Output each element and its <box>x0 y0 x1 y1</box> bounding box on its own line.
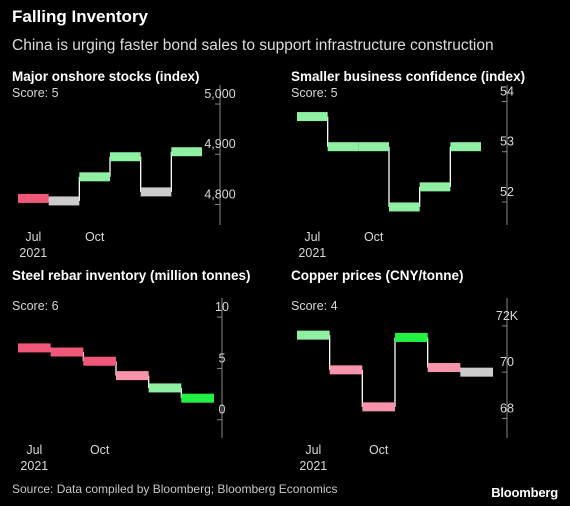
panel-copper-prices: Copper prices (CNY/tonne) Score: 4 72K 70… <box>291 268 561 474</box>
y-tick-label: 10 <box>215 300 229 314</box>
y-tick-label: 5,000 <box>204 87 235 101</box>
step-bar <box>181 393 214 403</box>
step-bar <box>362 402 395 412</box>
step-bar <box>83 356 116 366</box>
x-tick-sublabel: 2021 <box>19 246 47 260</box>
step-bar <box>358 142 389 152</box>
y-tick-label: 54 <box>500 85 514 99</box>
y-tick-label: 72K <box>496 309 519 323</box>
chart-title: Falling Inventory <box>12 7 149 26</box>
x-tick-label: Jul <box>304 230 320 244</box>
step-bar <box>329 365 363 375</box>
x-tick-label: Jul <box>305 443 321 457</box>
step-bar <box>460 367 493 377</box>
step-bar <box>450 142 481 152</box>
panel-score: Score: 6 <box>12 299 59 313</box>
step-bar <box>18 193 49 203</box>
panel-title: Smaller business confidence (index) <box>291 69 526 84</box>
panel-title: Steel rebar inventory (million tonnes) <box>12 268 251 283</box>
source-note: Source: Data compiled by Bloomberg; Bloo… <box>12 482 338 496</box>
x-tick-sublabel: 2021 <box>298 246 326 260</box>
panel-score: Score: 5 <box>12 86 59 100</box>
step-bar <box>297 330 330 340</box>
step-bar <box>419 182 451 192</box>
panel-plot: 5,000 4,900 4,800 Jul 2021 Oct <box>18 85 236 260</box>
x-tick-sublabel: 2021 <box>20 459 48 473</box>
step-bar <box>389 202 420 212</box>
y-tick-label: 0 <box>219 403 226 417</box>
panel-score: Score: 4 <box>291 299 338 313</box>
y-tick-label: 4,800 <box>204 187 235 201</box>
panel-plot: 54 53 52 Jul 2021 Oct <box>297 85 514 260</box>
y-tick-label: 52 <box>500 185 514 199</box>
bloomberg-logo: Bloomberg <box>491 485 558 500</box>
panel-plot: 72K 70 68 Jul 2021 Oct <box>297 298 519 473</box>
step-bar <box>79 172 110 182</box>
x-tick-label: Jul <box>25 230 41 244</box>
panel-business-confidence: Smaller business confidence (index) Scor… <box>291 69 561 260</box>
x-tick-sublabel: 2021 <box>299 459 327 473</box>
panel-title: Major onshore stocks (index) <box>12 69 200 84</box>
x-tick-label: Oct <box>369 443 389 457</box>
y-tick-label: 5 <box>219 351 226 365</box>
y-tick-label: 68 <box>500 401 514 415</box>
step-bar <box>395 332 428 342</box>
step-bar <box>50 347 84 357</box>
y-tick-label: 53 <box>500 135 514 149</box>
panel-title: Copper prices (CNY/tonne) <box>291 268 464 283</box>
x-tick-label: Oct <box>364 230 384 244</box>
step-bar <box>171 147 202 157</box>
chart-subtitle: China is urging faster bond sales to sup… <box>12 37 494 54</box>
step-bar <box>48 196 80 206</box>
step-bar <box>110 152 141 162</box>
x-tick-label: Oct <box>90 443 110 457</box>
step-bar <box>116 371 149 381</box>
x-tick-label: Oct <box>85 230 105 244</box>
step-bar <box>297 112 328 122</box>
x-tick-label: Jul <box>26 443 42 457</box>
step-bar <box>18 343 51 353</box>
step-bar <box>427 363 461 373</box>
step-bar <box>148 383 182 393</box>
y-tick-label: 70 <box>500 355 514 369</box>
panel-plot: 10 5 0 Jul 2021 Oct <box>18 298 229 473</box>
panel-score: Score: 5 <box>291 86 338 100</box>
step-bar <box>140 187 172 197</box>
step-bar <box>327 142 359 152</box>
panel-onshore-stocks: Major onshore stocks (index) Score: 5 5,… <box>12 69 282 260</box>
y-tick-label: 4,900 <box>204 137 235 151</box>
panel-steel-rebar: Steel rebar inventory (million tonnes) S… <box>12 268 282 474</box>
